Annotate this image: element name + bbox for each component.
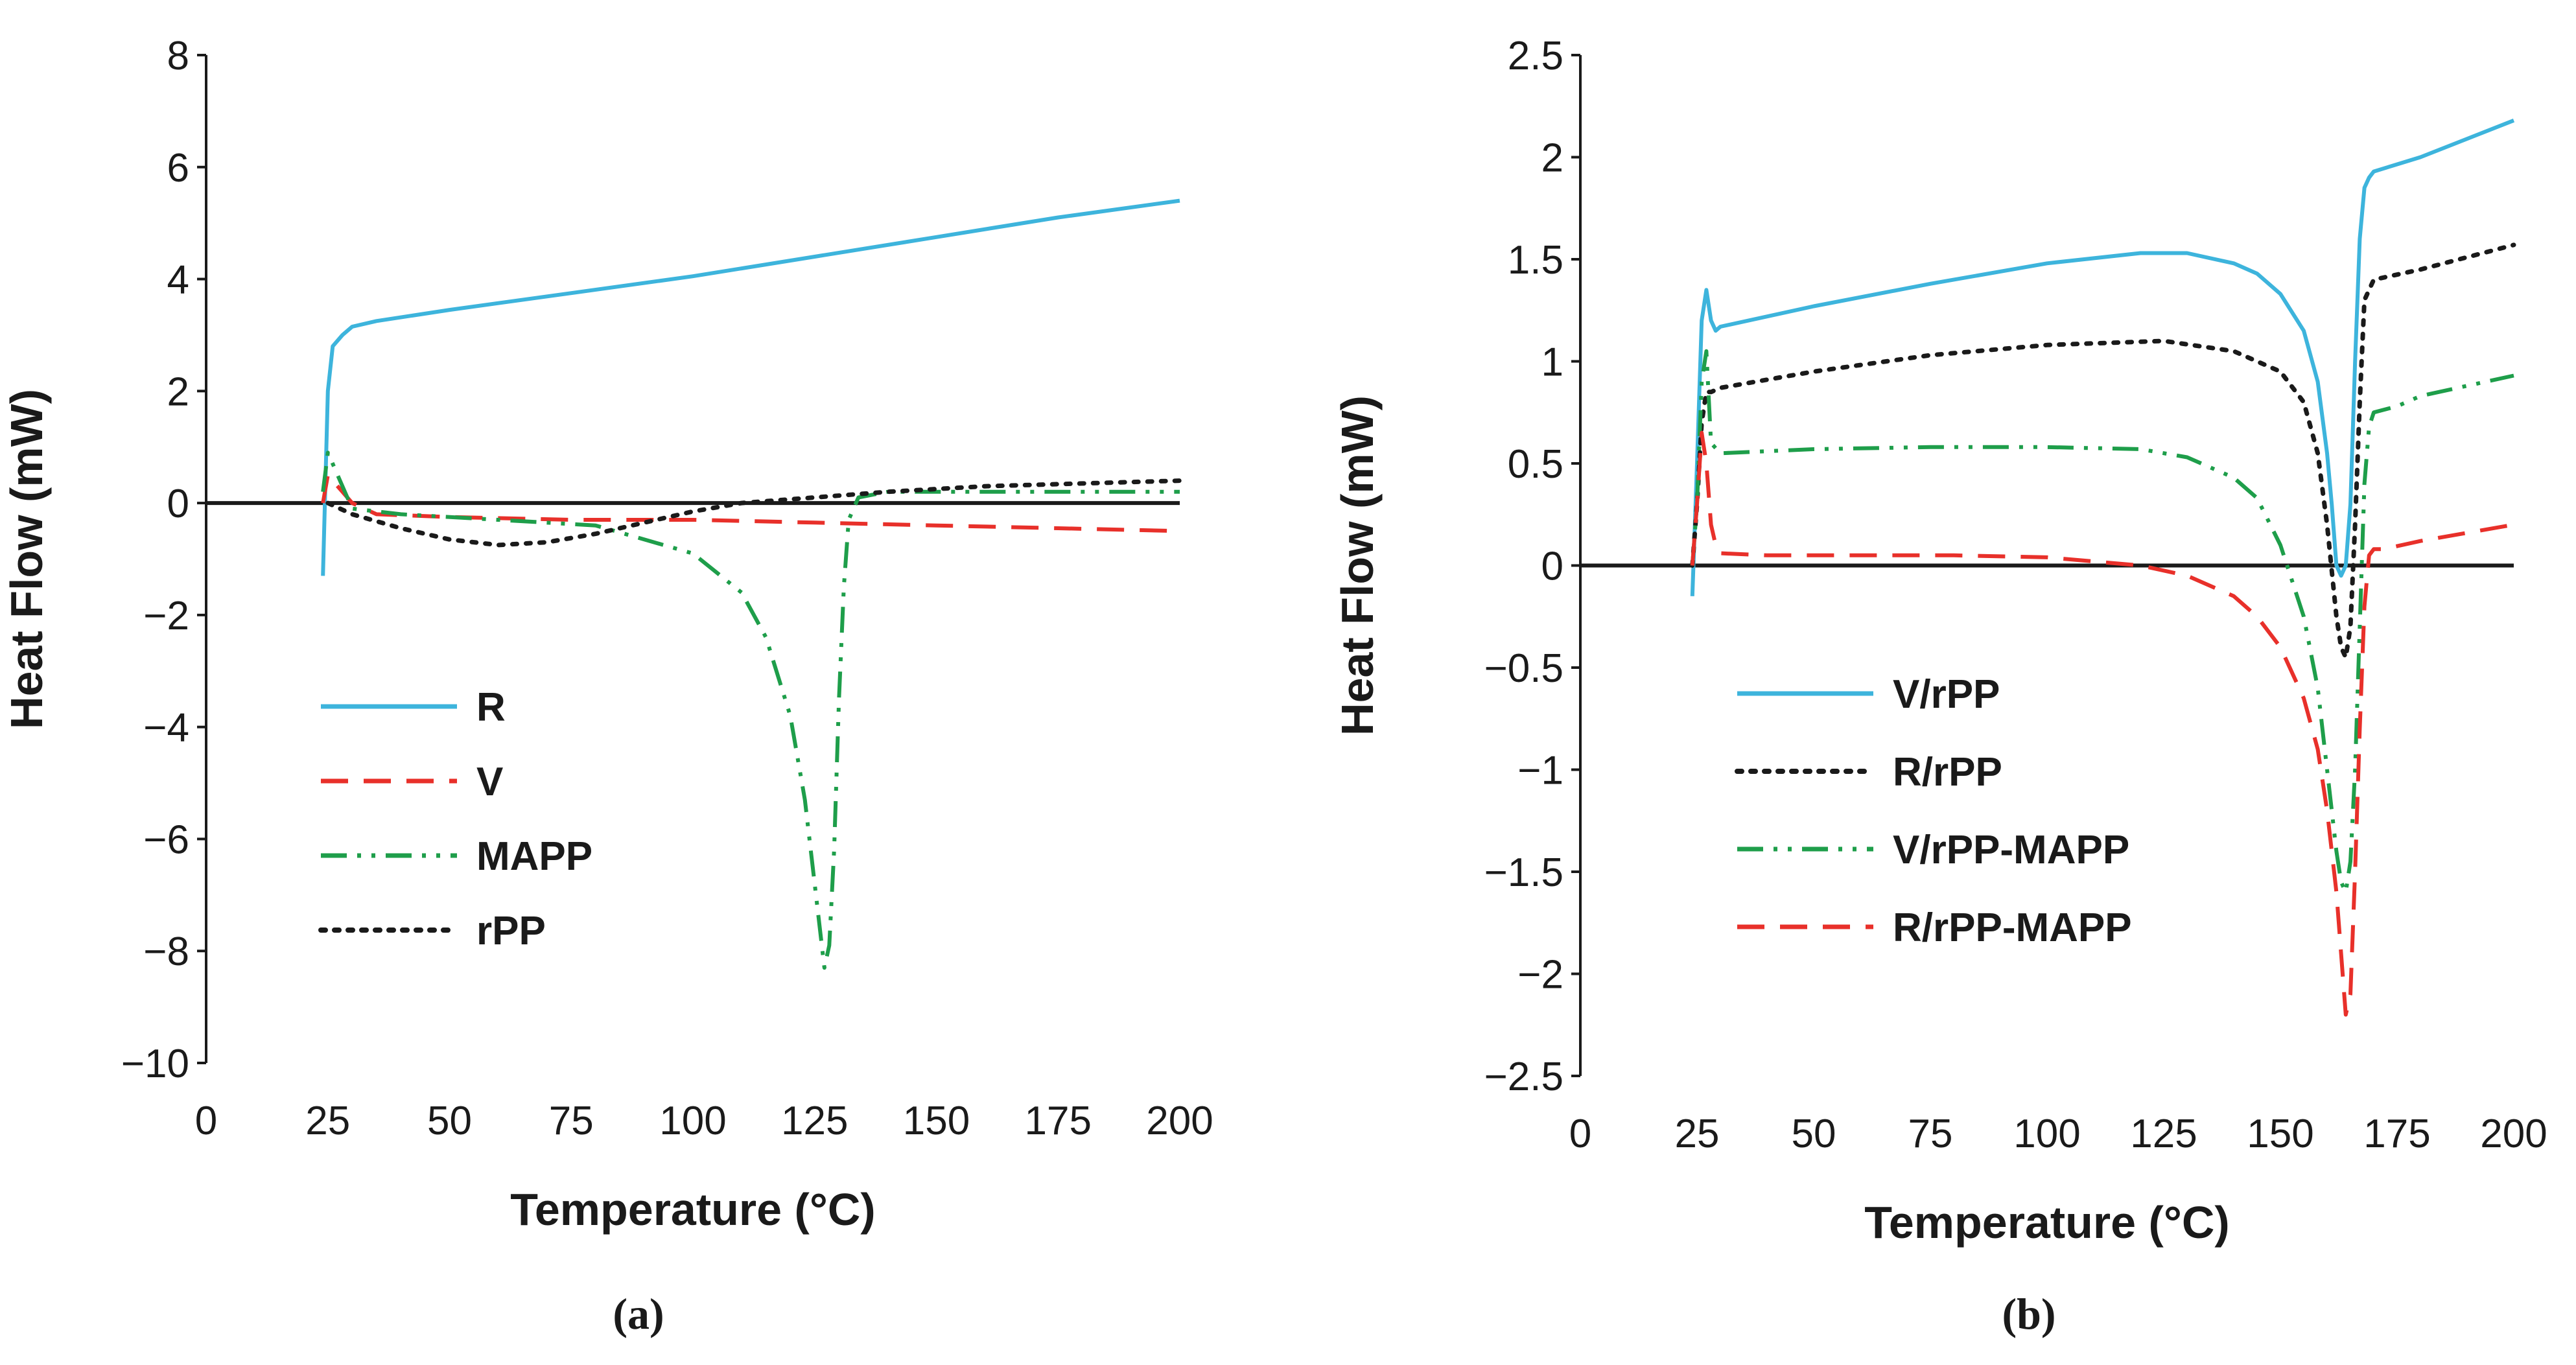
x-tick-label: 175 bbox=[2363, 1112, 2430, 1156]
x-tick-label: 100 bbox=[2013, 1112, 2080, 1156]
y-tick-label: 8 bbox=[167, 34, 189, 78]
y-tick-label: −2 bbox=[1517, 953, 1563, 998]
x-tick-label: 50 bbox=[427, 1099, 472, 1143]
y-tick-label: 0 bbox=[1541, 544, 1563, 589]
y-tick-label: −1.5 bbox=[1484, 850, 1563, 895]
legend-label: V bbox=[476, 760, 503, 804]
y-tick-label: 4 bbox=[167, 258, 189, 303]
legend-label: R bbox=[476, 685, 506, 730]
series-line-v bbox=[321, 472, 1180, 533]
legend-label: rPP bbox=[476, 909, 546, 953]
x-tick-label: 200 bbox=[2480, 1112, 2547, 1156]
y-tick-label: −6 bbox=[143, 817, 189, 862]
x-tick-label: 150 bbox=[2247, 1112, 2313, 1156]
y-tick-label: 0 bbox=[167, 482, 189, 526]
x-axis-title: Temperature (°C) bbox=[510, 1184, 875, 1235]
series-line-mapp bbox=[321, 450, 1180, 970]
series-line-v-rpp bbox=[1690, 119, 2515, 596]
y-tick-label: −10 bbox=[121, 1042, 189, 1086]
y-axis-title: Heat Flow (mW) bbox=[1332, 395, 1383, 736]
y-tick-label: 6 bbox=[167, 146, 189, 191]
x-tick-label: 200 bbox=[1146, 1099, 1213, 1143]
x-tick-label: 100 bbox=[659, 1099, 726, 1143]
x-tick-label: 75 bbox=[1908, 1112, 1953, 1156]
legend-label: MAPP bbox=[476, 834, 592, 879]
x-tick-label: 50 bbox=[1792, 1112, 1836, 1156]
y-tick-label: 1.5 bbox=[1508, 238, 1563, 283]
y-axis-title: Heat Flow (mW) bbox=[1, 389, 52, 729]
legend-label: V/rPP bbox=[1893, 672, 2000, 717]
panel-label: (b) bbox=[2002, 1289, 2055, 1338]
series-line-rpp bbox=[325, 478, 1182, 548]
y-tick-label: 2.5 bbox=[1508, 34, 1563, 78]
y-tick-label: −2 bbox=[143, 594, 189, 638]
series-line-v-rpp-mapp bbox=[1690, 349, 2514, 894]
y-tick-label: 0.5 bbox=[1508, 442, 1563, 487]
series-line-r bbox=[321, 198, 1180, 576]
x-tick-label: 0 bbox=[195, 1099, 217, 1143]
y-tick-label: −2.5 bbox=[1484, 1055, 1563, 1099]
y-tick-label: 2 bbox=[1541, 136, 1563, 181]
x-tick-label: 125 bbox=[2130, 1112, 2197, 1156]
x-tick-label: 25 bbox=[1675, 1112, 1720, 1156]
x-tick-label: 0 bbox=[1569, 1112, 1591, 1156]
legend-label: V/rPP-MAPP bbox=[1893, 828, 2129, 872]
series-line-r-rpp bbox=[1690, 242, 2516, 660]
chart-panel-a: −10 −8 −6 −4 −2 0 2 4 6 8 0 25 50 75 100 125 150 175 200 RV… bbox=[1, 34, 1213, 1338]
x-axis-title: Temperature (°C) bbox=[1864, 1197, 2229, 1248]
y-tick-label: −0.5 bbox=[1484, 646, 1563, 691]
x-tick-label: 125 bbox=[781, 1099, 848, 1143]
panel-label: (a) bbox=[613, 1289, 664, 1338]
legend-label: R/rPP bbox=[1893, 750, 2002, 795]
x-tick-label: 25 bbox=[305, 1099, 350, 1143]
x-tick-label: 175 bbox=[1025, 1099, 1092, 1143]
x-tick-label: 150 bbox=[903, 1099, 970, 1143]
legend-label: R/rPP-MAPP bbox=[1893, 905, 2132, 950]
y-tick-label: −4 bbox=[143, 706, 189, 751]
y-tick-label: −1 bbox=[1517, 749, 1563, 793]
x-tick-label: 75 bbox=[549, 1099, 594, 1143]
y-tick-label: −8 bbox=[143, 929, 189, 974]
y-tick-label: 2 bbox=[167, 369, 189, 414]
y-tick-label: 1 bbox=[1541, 340, 1563, 385]
chart-panel-b: −2.5 −2 −1.5 −1 −0.5 0 0.5 1 1.5 2 2.5 0 25 50 75 100 12… bbox=[1332, 34, 2547, 1338]
